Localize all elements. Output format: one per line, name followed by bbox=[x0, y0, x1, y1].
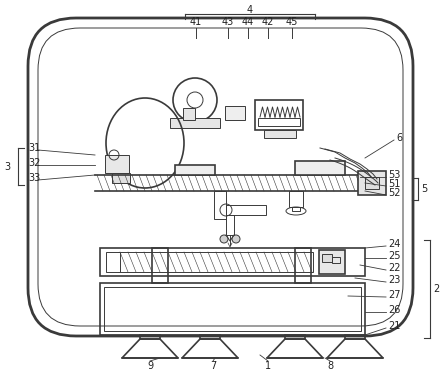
Bar bbox=[345, 335, 365, 339]
Text: 5: 5 bbox=[421, 184, 427, 194]
Bar bbox=[258, 118, 300, 126]
Text: 51: 51 bbox=[388, 179, 400, 189]
Text: 25: 25 bbox=[388, 251, 400, 261]
Text: 43: 43 bbox=[222, 17, 234, 27]
Bar bbox=[226, 205, 266, 215]
Bar bbox=[100, 248, 365, 276]
Text: 42: 42 bbox=[262, 17, 274, 27]
Text: 32: 32 bbox=[28, 158, 40, 168]
Bar bbox=[214, 191, 226, 219]
Bar bbox=[319, 250, 345, 274]
Text: 44: 44 bbox=[242, 17, 254, 27]
Bar bbox=[118, 252, 313, 272]
Text: 2: 2 bbox=[433, 284, 439, 294]
Text: 3: 3 bbox=[4, 162, 10, 172]
Text: 7: 7 bbox=[210, 361, 216, 371]
Bar bbox=[225, 106, 245, 120]
Text: 41: 41 bbox=[190, 17, 202, 27]
Text: 45: 45 bbox=[286, 17, 298, 27]
Bar bbox=[152, 248, 168, 283]
Bar bbox=[292, 207, 300, 211]
Circle shape bbox=[220, 235, 228, 243]
Bar bbox=[332, 257, 340, 263]
Text: 33: 33 bbox=[28, 173, 40, 183]
Text: 31: 31 bbox=[28, 143, 40, 153]
Bar bbox=[183, 108, 195, 120]
Bar bbox=[104, 287, 361, 331]
Bar bbox=[200, 335, 220, 339]
Bar bbox=[100, 283, 365, 335]
Text: 26: 26 bbox=[388, 305, 400, 315]
Text: 52: 52 bbox=[388, 188, 400, 198]
Bar bbox=[226, 215, 234, 235]
Bar bbox=[112, 173, 130, 183]
Text: 6: 6 bbox=[396, 133, 402, 143]
Text: 24: 24 bbox=[388, 239, 400, 249]
Bar bbox=[105, 155, 129, 173]
Bar bbox=[285, 335, 305, 339]
Bar bbox=[358, 171, 386, 195]
Bar bbox=[170, 118, 220, 128]
Circle shape bbox=[232, 235, 240, 243]
Bar bbox=[255, 100, 303, 130]
Text: 21: 21 bbox=[388, 321, 400, 331]
Bar bbox=[365, 177, 379, 189]
Text: 4: 4 bbox=[247, 5, 253, 15]
Text: 27: 27 bbox=[388, 290, 400, 300]
Text: 8: 8 bbox=[327, 361, 333, 371]
Bar bbox=[289, 191, 303, 207]
Bar bbox=[106, 252, 120, 272]
Text: 53: 53 bbox=[388, 170, 400, 180]
Bar bbox=[295, 248, 311, 283]
Bar bbox=[264, 130, 296, 138]
Text: 9: 9 bbox=[147, 361, 153, 371]
Bar bbox=[175, 165, 215, 175]
Bar bbox=[322, 254, 332, 262]
Text: 1: 1 bbox=[265, 361, 271, 371]
Bar bbox=[140, 335, 160, 339]
Text: 22: 22 bbox=[388, 263, 400, 273]
Bar bbox=[295, 161, 345, 175]
Text: 23: 23 bbox=[388, 275, 400, 285]
